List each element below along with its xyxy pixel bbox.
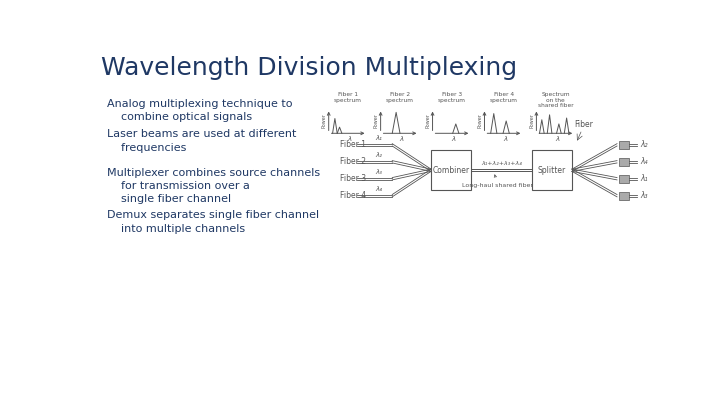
Text: λ₁: λ₁ xyxy=(375,135,382,141)
Text: Multiplexer combines source channels
    for transmission over a
    single fibe: Multiplexer combines source channels for… xyxy=(107,168,320,205)
Text: λ₂: λ₂ xyxy=(375,152,382,158)
Text: Demux separates single fiber channel
    into multiple channels: Demux separates single fiber channel int… xyxy=(107,210,319,234)
Text: Fiber 4
spectrum: Fiber 4 spectrum xyxy=(490,92,518,102)
Text: λ₂: λ₂ xyxy=(640,141,648,149)
Text: λ: λ xyxy=(555,136,559,143)
Text: Analog multiplexing technique to
    combine optical signals: Analog multiplexing technique to combine… xyxy=(107,99,292,122)
Text: Fiber: Fiber xyxy=(575,120,593,130)
Bar xyxy=(532,150,572,190)
Text: Power: Power xyxy=(321,113,326,128)
Bar xyxy=(618,175,629,183)
Text: Fiber 3: Fiber 3 xyxy=(340,174,366,183)
Text: Fiber 3
spectrum: Fiber 3 spectrum xyxy=(438,92,466,102)
Bar xyxy=(618,158,629,166)
Text: λ: λ xyxy=(503,136,508,143)
Text: λ₁: λ₁ xyxy=(640,174,648,183)
Bar xyxy=(618,192,629,200)
Text: Splitter: Splitter xyxy=(538,166,566,175)
Text: λ: λ xyxy=(400,136,404,143)
Text: Combiner: Combiner xyxy=(433,166,469,175)
Text: Power: Power xyxy=(373,113,378,128)
Text: Fiber 2
spectrum: Fiber 2 spectrum xyxy=(386,92,414,102)
Text: Wavelength Division Multiplexing: Wavelength Division Multiplexing xyxy=(101,56,517,80)
Text: λ: λ xyxy=(348,136,351,143)
Text: Fiber 2: Fiber 2 xyxy=(340,157,366,166)
Text: λ₃: λ₃ xyxy=(375,169,382,175)
Text: Power: Power xyxy=(426,113,431,128)
Text: λ₁+λ₂+λ₃+λ₄: λ₁+λ₂+λ₃+λ₄ xyxy=(481,161,522,166)
Text: Fiber 4: Fiber 4 xyxy=(340,191,366,200)
Text: λ₄: λ₄ xyxy=(640,157,648,166)
Text: Long-haul shared fiber: Long-haul shared fiber xyxy=(462,175,533,188)
Text: Spectrum
on the
shared fiber: Spectrum on the shared fiber xyxy=(538,92,574,108)
Text: Fiber 1: Fiber 1 xyxy=(340,141,366,149)
Text: λ₃: λ₃ xyxy=(640,191,648,200)
Bar xyxy=(431,150,472,190)
Text: Power: Power xyxy=(529,113,534,128)
Text: Power: Power xyxy=(477,113,482,128)
Text: Laser beams are used at different
    frequencies: Laser beams are used at different freque… xyxy=(107,130,297,153)
Text: Fiber 1
spectrum: Fiber 1 spectrum xyxy=(334,92,362,102)
Text: λ: λ xyxy=(451,136,456,143)
Bar xyxy=(618,141,629,149)
Text: λ₄: λ₄ xyxy=(375,186,382,192)
